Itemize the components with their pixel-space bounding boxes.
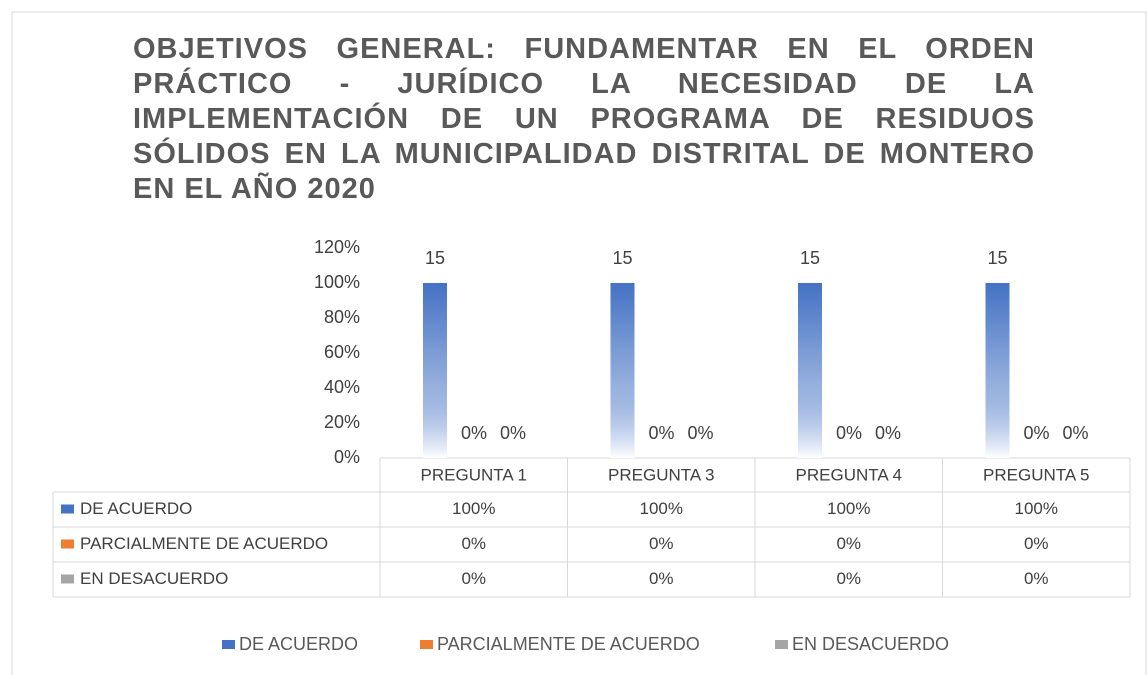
legend-key bbox=[420, 640, 433, 649]
y-tick-label: 20% bbox=[324, 412, 360, 432]
table-cell: 0% bbox=[649, 569, 674, 588]
table-legend-key bbox=[61, 539, 74, 549]
data-label: 15 bbox=[612, 248, 632, 268]
legend-key bbox=[222, 640, 235, 649]
y-tick-label: 60% bbox=[324, 342, 360, 362]
data-label: 0% bbox=[1023, 423, 1049, 443]
x-tick-label: PREGUNTA 3 bbox=[608, 465, 714, 484]
x-tick-label: PREGUNTA 1 bbox=[421, 465, 527, 484]
data-label: 0% bbox=[648, 423, 674, 443]
y-tick-label: 100% bbox=[314, 272, 360, 292]
table-cell: 0% bbox=[649, 534, 674, 553]
table-cell: 100% bbox=[640, 499, 683, 518]
chart-title: OBJETIVOS GENERAL: FUNDAMENTAR EN EL ORD… bbox=[133, 33, 1035, 205]
table-cell: 100% bbox=[452, 499, 495, 518]
legend-label: PARCIALMENTE DE ACUERDO bbox=[437, 634, 700, 654]
bar bbox=[985, 283, 1010, 458]
y-tick-label: 120% bbox=[314, 237, 360, 257]
data-label: 0% bbox=[1062, 423, 1088, 443]
chart-border bbox=[11, 11, 1147, 675]
table-row-label: DE ACUERDO bbox=[80, 499, 192, 518]
table-cell: 100% bbox=[827, 499, 870, 518]
table-cell: 0% bbox=[1024, 569, 1049, 588]
table-cell: 0% bbox=[836, 569, 861, 588]
x-tick-label: PREGUNTA 4 bbox=[796, 465, 902, 484]
y-tick-label: 0% bbox=[334, 447, 360, 467]
table-legend-key bbox=[61, 574, 74, 584]
table-row-label: PARCIALMENTE DE ACUERDO bbox=[80, 534, 328, 553]
table-cell: 0% bbox=[461, 534, 486, 553]
data-label: 0% bbox=[461, 423, 487, 443]
table-cell: 0% bbox=[461, 569, 486, 588]
table-cell: 0% bbox=[1024, 534, 1049, 553]
table-row-label: EN DESACUERDO bbox=[80, 569, 228, 588]
data-label: 0% bbox=[687, 423, 713, 443]
table-legend-key bbox=[61, 504, 74, 514]
x-tick-label: PREGUNTA 5 bbox=[983, 465, 1089, 484]
y-tick-label: 80% bbox=[324, 307, 360, 327]
bar bbox=[798, 283, 822, 458]
bar bbox=[423, 283, 447, 458]
table-cell: 100% bbox=[1015, 499, 1058, 518]
y-tick-label: 40% bbox=[324, 377, 360, 397]
legend-label: EN DESACUERDO bbox=[792, 634, 949, 654]
bar bbox=[610, 283, 635, 458]
legend-label: DE ACUERDO bbox=[239, 634, 358, 654]
data-label: 15 bbox=[800, 248, 820, 268]
data-label: 0% bbox=[875, 423, 901, 443]
legend-key bbox=[775, 640, 788, 649]
table-cell: 0% bbox=[836, 534, 861, 553]
data-label: 0% bbox=[836, 423, 862, 443]
data-label: 15 bbox=[425, 248, 445, 268]
data-label: 15 bbox=[987, 248, 1007, 268]
data-label: 0% bbox=[500, 423, 526, 443]
